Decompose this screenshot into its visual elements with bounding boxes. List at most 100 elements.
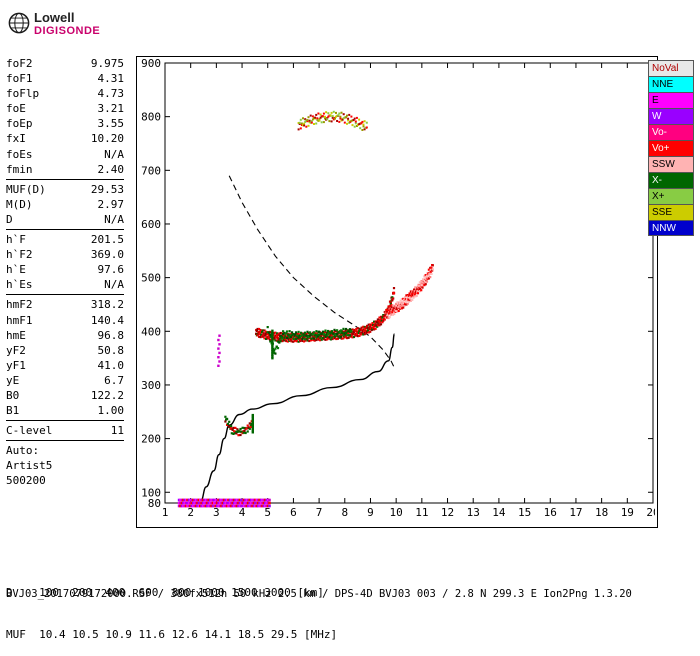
param-row: fxI 10.20: [6, 131, 124, 146]
param-value: 3.21: [97, 102, 125, 116]
y-tick-label: 500: [141, 272, 161, 285]
echo-point: [235, 498, 239, 502]
echo-point: [391, 299, 394, 302]
ionogram-plot[interactable]: 80 100 200 300 400 500 600 700 800 900 1 2 3 4 5 6 7 8 9 10…: [136, 56, 658, 528]
echo-point: [258, 498, 261, 502]
echo-point: [251, 504, 254, 508]
y-tick-label: 200: [141, 433, 161, 446]
echo-point: [334, 333, 337, 336]
param-key: C-level: [6, 424, 53, 438]
echo-point: [251, 424, 254, 427]
echo-point: [346, 329, 349, 332]
x-tick-label: 19: [621, 506, 634, 519]
echo-point: [292, 340, 295, 343]
echo-point: [271, 341, 274, 344]
echo-point: [214, 501, 218, 505]
echo-point: [269, 333, 272, 336]
echo-point: [255, 504, 259, 508]
echo-point: [282, 337, 285, 340]
echo-point: [347, 336, 350, 339]
legend-item-e[interactable]: E: [648, 92, 694, 108]
legend-item-ssw[interactable]: SSW: [648, 156, 694, 172]
x-tick-label: 1: [162, 506, 169, 519]
echo-point: [327, 329, 330, 333]
echo-point: [184, 504, 188, 508]
echo-point: [217, 364, 220, 367]
echo-point: [411, 289, 414, 293]
echo-point: [323, 333, 326, 336]
echo-point: [230, 498, 233, 502]
y-tick-label: 900: [141, 57, 161, 70]
echo-point: [179, 498, 182, 502]
echo-point: [242, 504, 246, 508]
echo-point: [184, 498, 188, 502]
echo-point: [305, 119, 308, 122]
legend-item-x-[interactable]: X+: [648, 188, 694, 204]
echo-point: [236, 430, 239, 433]
echo-point: [233, 430, 236, 433]
legend-item-x-[interactable]: X-: [648, 172, 694, 188]
echo-point: [371, 322, 374, 325]
echo-point: [227, 501, 230, 505]
echo-point: [288, 330, 291, 333]
echo-point: [177, 504, 181, 508]
param-key: foEs: [6, 147, 33, 161]
echo-point: [294, 337, 298, 340]
echo-point: [402, 297, 405, 300]
legend-item-nne[interactable]: NNE: [648, 76, 694, 92]
param-value: 122.2: [90, 388, 124, 402]
legend-item-vo-[interactable]: Vo-: [648, 124, 694, 140]
echo-point: [318, 334, 321, 337]
echo-point: [366, 324, 369, 327]
echo-point: [241, 426, 244, 429]
echo-point: [359, 332, 362, 335]
param-value: 96.8: [97, 328, 125, 342]
echo-point: [321, 115, 324, 118]
echo-point: [271, 331, 274, 334]
echo-point: [410, 295, 413, 298]
echo-point: [352, 335, 356, 339]
echo-point: [261, 501, 264, 505]
echo-point: [362, 123, 365, 126]
legend-item-w[interactable]: W: [648, 108, 694, 124]
legend-item-noval[interactable]: NoVal: [648, 60, 694, 76]
echo-point: [230, 501, 233, 505]
echo-point: [225, 501, 229, 505]
echo-point: [358, 334, 361, 337]
echo-point: [430, 266, 433, 269]
echo-point: [348, 113, 351, 116]
echo-point: [184, 501, 188, 505]
echo-point: [315, 330, 318, 333]
echo-point: [397, 309, 400, 312]
echo-point: [220, 501, 223, 505]
echo-point: [422, 282, 425, 286]
echo-point: [284, 335, 287, 338]
echo-point: [351, 124, 354, 127]
echo-point: [280, 335, 283, 339]
echo-point: [194, 504, 198, 508]
echo-point: [337, 331, 340, 334]
legend-item-sse[interactable]: SSE: [648, 204, 694, 220]
echo-point: [309, 121, 312, 124]
echo-point: [258, 501, 261, 505]
echo-point: [390, 313, 393, 316]
echo-point: [276, 347, 280, 350]
ground-echo-band: [177, 498, 271, 508]
echo-point: [275, 345, 278, 348]
echo-point: [266, 331, 269, 334]
x-tick-label: 11: [415, 506, 428, 519]
echo-point: [373, 320, 376, 323]
echo-point: [393, 306, 396, 310]
echo-point: [223, 501, 226, 505]
echo-point: [370, 324, 373, 327]
echo-point: [242, 501, 246, 505]
echo-point: [346, 334, 349, 337]
legend-item-vo-[interactable]: Vo+: [648, 140, 694, 156]
echo-point: [355, 334, 358, 337]
echo-point: [231, 501, 235, 505]
echo-point: [244, 431, 247, 435]
echo-point: [210, 504, 213, 508]
echo-point: [204, 501, 208, 505]
param-row: h`Es N/A: [6, 277, 124, 292]
legend-item-nnw[interactable]: NNW: [648, 220, 694, 236]
